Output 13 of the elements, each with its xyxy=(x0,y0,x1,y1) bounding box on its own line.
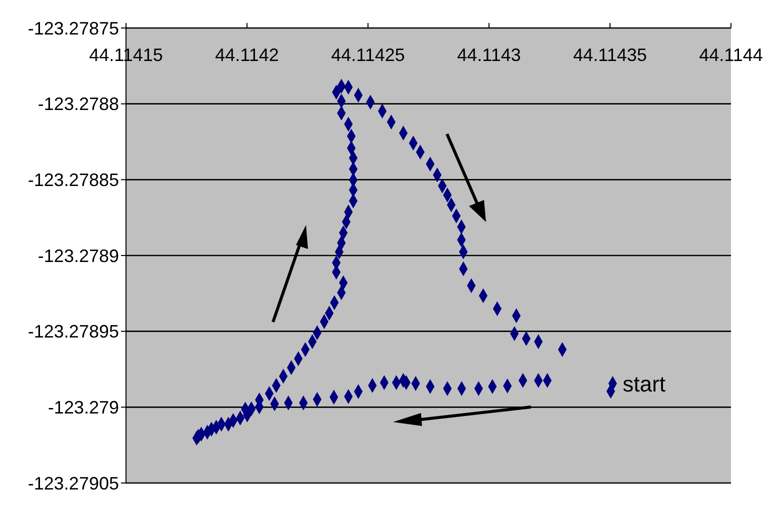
x-tick-label: 44.1143 xyxy=(457,45,521,65)
y-tick-label: -123.2789 xyxy=(38,246,119,266)
y-tick-label: -123.27875 xyxy=(28,18,119,38)
y-tick-label: -123.2788 xyxy=(38,94,119,114)
y-tick-label: -123.27895 xyxy=(28,322,119,342)
x-tick-label: 44.11435 xyxy=(573,45,647,65)
x-tick-label: 44.1144 xyxy=(699,45,763,65)
x-tick-label: 44.11425 xyxy=(331,45,405,65)
x-tick-label: 44.1142 xyxy=(215,45,279,65)
y-tick-label: -123.27905 xyxy=(28,473,119,494)
y-tick-label: -123.279 xyxy=(48,398,119,418)
y-tick-label: -123.27885 xyxy=(28,170,119,190)
annotation: start xyxy=(622,371,666,396)
